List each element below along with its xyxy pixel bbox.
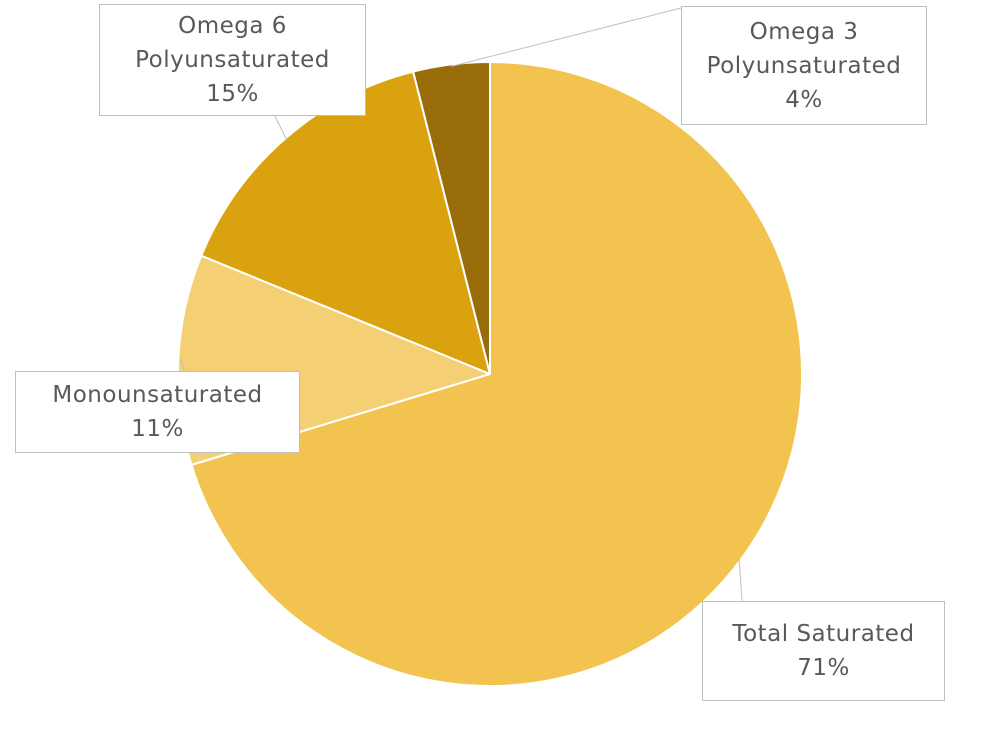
pie-slice-omega-3-polyunsaturated bbox=[412, 61, 491, 375]
leader-line-total-saturated bbox=[738, 558, 743, 602]
data-label-total-saturated: Total Saturated 71% bbox=[702, 601, 945, 701]
percent-label: 71% bbox=[797, 655, 850, 681]
pie-slice-total-saturated bbox=[190, 61, 803, 687]
pie-slice-omega-6-polyunsaturated bbox=[200, 70, 491, 375]
leader-line-omega-3-polyunsaturated bbox=[451, 7, 682, 67]
category-name: Monounsaturated bbox=[52, 382, 263, 408]
category-name-line-2: Polyunsaturated bbox=[706, 52, 902, 79]
percent-label: 15% bbox=[206, 81, 259, 107]
data-label-omega-6-polyunsaturated: Omega 6 Polyunsaturated 15% bbox=[99, 4, 366, 116]
data-label-omega-3-polyunsaturated: Omega 3 Polyunsaturated 4% bbox=[681, 6, 927, 125]
category-name-line-1: Omega 3 bbox=[749, 18, 859, 45]
category-name-line-2: Polyunsaturated bbox=[135, 47, 330, 73]
percent-label: 11% bbox=[131, 416, 184, 442]
leader-line-omega-6-polyunsaturated bbox=[274, 115, 288, 141]
category-name-line-1: Omega 6 bbox=[178, 13, 287, 39]
category-name: Total Saturated bbox=[732, 621, 915, 647]
percent-label: 4% bbox=[785, 86, 823, 113]
data-label-monounsaturated: Monounsaturated 11% bbox=[15, 371, 300, 453]
